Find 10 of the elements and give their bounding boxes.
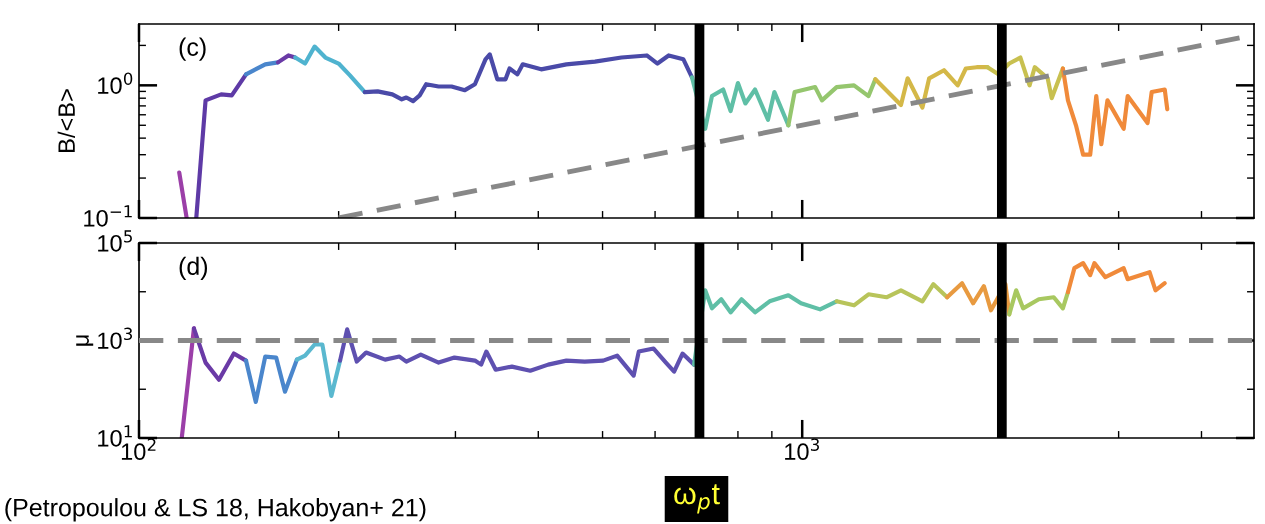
y-axis-title: μ (76, 335, 94, 346)
annotation: (c) (179, 37, 206, 61)
y-tick-label: 10$^{0}$ (98, 72, 133, 94)
y-tick-label: 10$^{−1}$ (84, 205, 132, 227)
x-axis-title: ω$_{p}$t (674, 484, 720, 514)
y-tick-label: 10$^{5}$ (98, 230, 132, 252)
annotation: (d) (179, 256, 208, 280)
text: (Petropoulou & LS 18, Hakobyan+ 21) (5, 498, 426, 522)
y-axis-title: B/<B> (57, 89, 75, 152)
y-tick-label: 10$^{3}$ (98, 327, 133, 350)
